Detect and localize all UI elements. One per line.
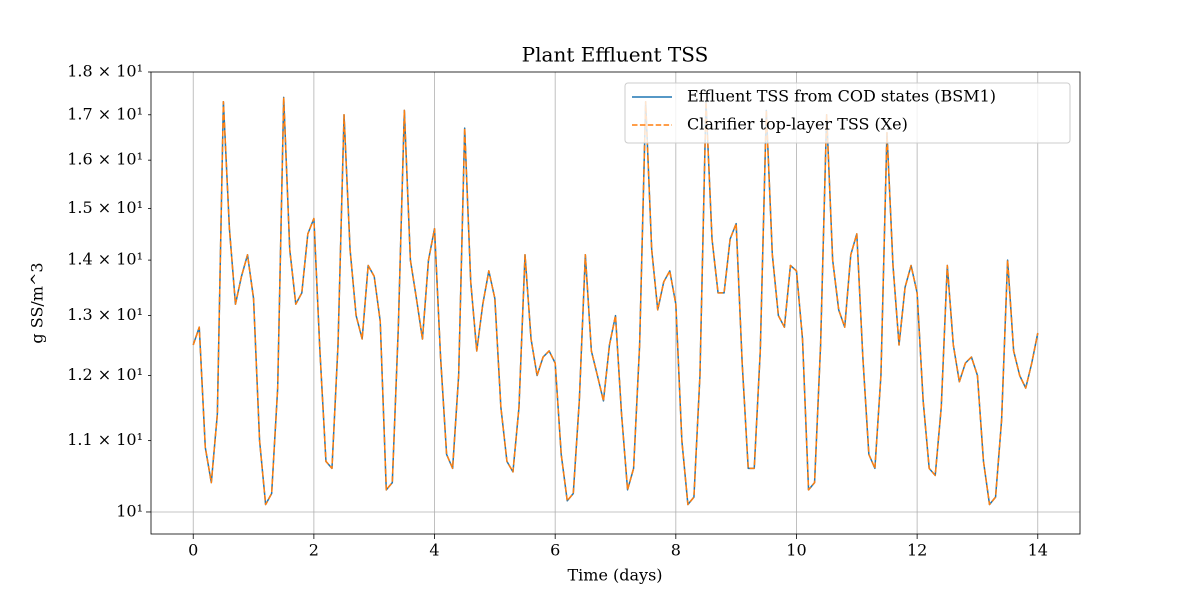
chart-title: Plant Effluent TSS: [522, 43, 709, 67]
legend-label: Effluent TSS from COD states (BSM1): [687, 87, 996, 106]
plot-lines: [192, 96, 1039, 506]
x-tick-label: 12: [907, 541, 927, 560]
y-tick-label: 1.6 × 10¹: [67, 150, 143, 169]
x-tick-label: 6: [550, 541, 560, 560]
y-tick-label: 1.8 × 10¹: [67, 62, 143, 81]
legend-box: [624, 82, 1071, 144]
plot-frame: [150, 71, 1081, 535]
y-tick-label: 1.7 × 10¹: [67, 104, 143, 123]
y-tick-label: 1.2 × 10¹: [67, 365, 143, 384]
x-tick-label: 2: [309, 541, 319, 560]
x-axis-label: Time (days): [567, 566, 662, 585]
y-tick-label: 1.3 × 10¹: [67, 305, 143, 324]
y-axis-label: g SS/m^3: [28, 262, 47, 343]
y-tick-label: 1.1 × 10¹: [67, 430, 143, 449]
legend-label: Clarifier top-layer TSS (Xe): [687, 115, 908, 134]
x-tick-label: 10: [786, 541, 806, 560]
legend: Effluent TSS from COD states (BSM1) Clari…: [624, 82, 1071, 144]
axes: 0 2 4 6 8 10 12 14 10¹ 1.1 × 10¹ 1.2 × 10¹ 1.3 × 10…: [67, 62, 1081, 560]
y-tick-label: 1.5 × 10¹: [67, 198, 143, 217]
y-tick-label: 10¹: [116, 501, 143, 520]
grid: [151, 72, 1080, 534]
x-tick-label: 14: [1028, 541, 1048, 560]
y-tick-label: 1.4 × 10¹: [67, 250, 143, 269]
x-tick-label: 8: [671, 541, 681, 560]
x-tick-label: 0: [188, 541, 198, 560]
x-tick-label: 4: [429, 541, 439, 560]
data-line: [192, 96, 1039, 506]
